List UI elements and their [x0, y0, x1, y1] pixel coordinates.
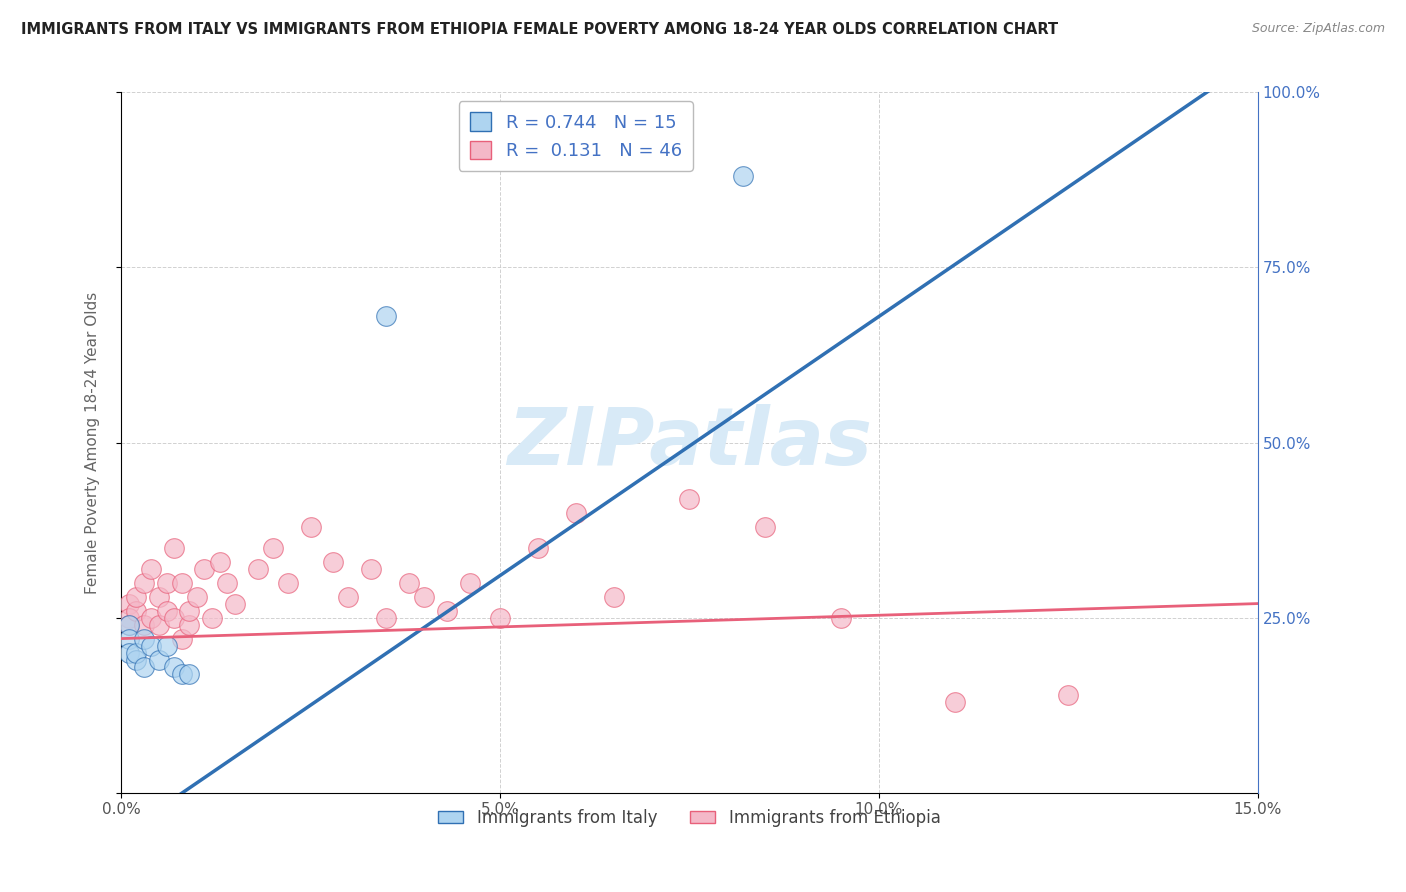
- Point: [132, 617, 155, 632]
- Point: [163, 541, 186, 555]
- Point: [398, 575, 420, 590]
- Point: [163, 659, 186, 673]
- Point: [602, 590, 624, 604]
- Point: [118, 646, 141, 660]
- Point: [943, 695, 966, 709]
- Y-axis label: Female Poverty Among 18-24 Year Olds: Female Poverty Among 18-24 Year Olds: [86, 292, 100, 594]
- Point: [132, 575, 155, 590]
- Point: [436, 604, 458, 618]
- Point: [201, 610, 224, 624]
- Point: [458, 575, 481, 590]
- Point: [155, 604, 177, 618]
- Point: [148, 652, 170, 666]
- Point: [179, 666, 201, 681]
- Point: [360, 561, 382, 575]
- Point: [125, 652, 148, 666]
- Text: Source: ZipAtlas.com: Source: ZipAtlas.com: [1251, 22, 1385, 36]
- Point: [125, 604, 148, 618]
- Point: [565, 506, 588, 520]
- Point: [527, 541, 550, 555]
- Point: [163, 610, 186, 624]
- Point: [277, 575, 299, 590]
- Legend: Immigrants from Italy, Immigrants from Ethiopia: Immigrants from Italy, Immigrants from E…: [432, 802, 948, 833]
- Point: [118, 610, 141, 624]
- Point: [375, 310, 398, 324]
- Point: [141, 610, 163, 624]
- Point: [179, 604, 201, 618]
- Point: [299, 519, 322, 533]
- Point: [217, 575, 239, 590]
- Point: [179, 617, 201, 632]
- Point: [208, 555, 231, 569]
- Point: [170, 666, 193, 681]
- Point: [170, 632, 193, 646]
- Point: [731, 169, 754, 184]
- Point: [141, 561, 163, 575]
- Point: [413, 590, 436, 604]
- Point: [132, 659, 155, 673]
- Point: [489, 610, 512, 624]
- Point: [148, 617, 170, 632]
- Point: [118, 632, 141, 646]
- Point: [262, 541, 284, 555]
- Text: IMMIGRANTS FROM ITALY VS IMMIGRANTS FROM ETHIOPIA FEMALE POVERTY AMONG 18-24 YEA: IMMIGRANTS FROM ITALY VS IMMIGRANTS FROM…: [21, 22, 1059, 37]
- Point: [170, 575, 193, 590]
- Point: [322, 555, 344, 569]
- Point: [1057, 688, 1080, 702]
- Point: [118, 597, 141, 611]
- Point: [132, 632, 155, 646]
- Point: [754, 519, 776, 533]
- Point: [678, 491, 700, 506]
- Point: [246, 561, 269, 575]
- Point: [224, 597, 246, 611]
- Point: [155, 639, 177, 653]
- Point: [125, 646, 148, 660]
- Point: [118, 617, 141, 632]
- Point: [830, 610, 852, 624]
- Point: [155, 575, 177, 590]
- Point: [141, 639, 163, 653]
- Text: ZIPatlas: ZIPatlas: [508, 403, 872, 482]
- Point: [193, 561, 215, 575]
- Point: [148, 590, 170, 604]
- Point: [125, 590, 148, 604]
- Point: [337, 590, 360, 604]
- Point: [375, 610, 398, 624]
- Point: [118, 617, 141, 632]
- Point: [186, 590, 208, 604]
